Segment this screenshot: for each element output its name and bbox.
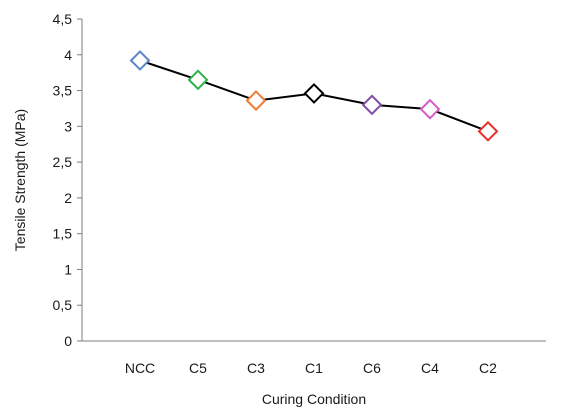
x-tick-label: C3 (247, 360, 265, 376)
y-axis-title: Tensile Strength (MPa) (12, 109, 28, 251)
data-point-marker (419, 98, 441, 120)
x-tick-label: C2 (479, 360, 497, 376)
x-tick-label: C6 (363, 360, 381, 376)
x-axis-title: Curing Condition (262, 391, 366, 407)
y-tick-labels: 0 0,5 1 1,5 2 2,5 3 3,5 4 4,5 (53, 11, 82, 349)
y-tick-label: 4 (64, 47, 72, 63)
y-tick-label: 3 (64, 118, 72, 134)
x-tick-label: C1 (305, 360, 323, 376)
y-tick-label: 1,5 (53, 226, 73, 242)
x-tick-label: NCC (125, 360, 155, 376)
y-tick-label: 3,5 (53, 83, 73, 99)
data-point-marker (129, 50, 151, 71)
data-point-marker (303, 83, 325, 104)
data-point-marker (361, 94, 383, 116)
data-markers (129, 50, 499, 142)
x-tick-label: C5 (189, 360, 207, 376)
y-tick-label: 2 (64, 190, 72, 206)
x-tick-label: C4 (421, 360, 439, 376)
y-tick-label: 1 (64, 261, 72, 277)
y-tick-label: 0 (64, 333, 72, 349)
y-tick-label: 0,5 (53, 297, 73, 313)
data-point-marker (477, 120, 499, 142)
y-tick-label: 4,5 (53, 11, 73, 27)
data-point-marker (245, 90, 267, 111)
data-point-marker (187, 69, 209, 91)
y-tick-label: 2,5 (53, 154, 73, 170)
x-tick-labels: NCC C5 C3 C1 C6 C4 C2 (125, 360, 497, 376)
